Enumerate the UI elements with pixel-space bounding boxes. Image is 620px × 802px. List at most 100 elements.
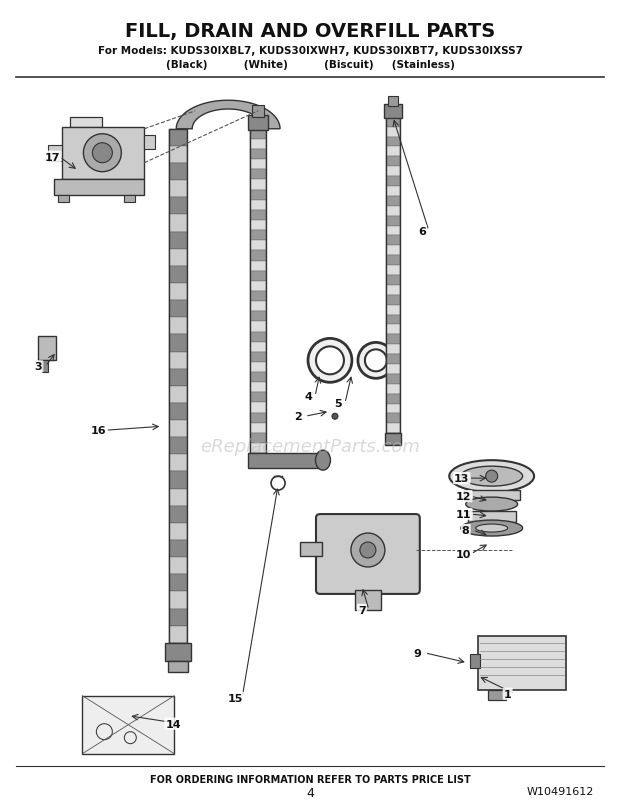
Circle shape xyxy=(92,144,112,164)
Bar xyxy=(168,661,188,672)
Polygon shape xyxy=(169,472,187,489)
Circle shape xyxy=(84,135,122,172)
Text: 17: 17 xyxy=(45,152,60,163)
Polygon shape xyxy=(386,148,400,157)
Polygon shape xyxy=(169,318,187,335)
Bar xyxy=(43,361,48,373)
Polygon shape xyxy=(169,198,187,215)
Polygon shape xyxy=(386,118,400,128)
Ellipse shape xyxy=(466,497,518,512)
Polygon shape xyxy=(250,160,266,170)
Polygon shape xyxy=(250,231,266,241)
Polygon shape xyxy=(250,221,266,231)
Polygon shape xyxy=(250,332,266,342)
Polygon shape xyxy=(386,256,400,265)
Circle shape xyxy=(332,414,338,419)
Polygon shape xyxy=(250,211,266,221)
Polygon shape xyxy=(250,170,266,180)
Text: 9: 9 xyxy=(414,648,422,658)
Circle shape xyxy=(360,542,376,558)
Polygon shape xyxy=(176,101,280,130)
Bar xyxy=(48,145,63,161)
Text: 5: 5 xyxy=(334,399,342,409)
Text: (Black)          (White)          (Biscuit)     (Stainless): (Black) (White) (Biscuit) (Stainless) xyxy=(166,60,454,70)
Polygon shape xyxy=(250,261,266,271)
Bar xyxy=(384,105,402,119)
Polygon shape xyxy=(386,375,400,384)
Polygon shape xyxy=(169,266,187,284)
Polygon shape xyxy=(386,286,400,295)
Bar xyxy=(38,337,56,361)
Bar xyxy=(470,654,480,668)
Polygon shape xyxy=(386,335,400,345)
Polygon shape xyxy=(169,147,187,164)
Polygon shape xyxy=(386,306,400,315)
Bar xyxy=(58,196,69,202)
Circle shape xyxy=(308,339,352,383)
Polygon shape xyxy=(169,489,187,506)
Polygon shape xyxy=(169,130,187,147)
Text: 4: 4 xyxy=(304,392,312,402)
Polygon shape xyxy=(169,335,187,352)
Polygon shape xyxy=(386,365,400,375)
Polygon shape xyxy=(169,352,187,369)
Text: 14: 14 xyxy=(166,719,181,729)
Text: 4: 4 xyxy=(306,786,314,799)
Text: 12: 12 xyxy=(456,492,471,501)
Ellipse shape xyxy=(461,467,523,487)
Polygon shape xyxy=(250,373,266,383)
Polygon shape xyxy=(250,363,266,373)
Text: 11: 11 xyxy=(456,509,471,520)
Polygon shape xyxy=(386,137,400,148)
Polygon shape xyxy=(386,167,400,177)
Polygon shape xyxy=(169,626,187,643)
Bar xyxy=(248,454,323,468)
Polygon shape xyxy=(250,282,266,292)
Text: 13: 13 xyxy=(454,473,469,484)
Polygon shape xyxy=(169,369,187,387)
Circle shape xyxy=(351,533,385,567)
Polygon shape xyxy=(386,236,400,246)
Polygon shape xyxy=(169,420,187,438)
Polygon shape xyxy=(386,394,400,404)
Polygon shape xyxy=(169,403,187,420)
Polygon shape xyxy=(250,423,266,433)
FancyBboxPatch shape xyxy=(316,514,420,594)
Polygon shape xyxy=(169,541,187,557)
Text: 3: 3 xyxy=(35,362,42,372)
Text: 1: 1 xyxy=(504,689,511,699)
Ellipse shape xyxy=(476,525,508,533)
Text: eReplacementParts.com: eReplacementParts.com xyxy=(200,438,420,456)
Polygon shape xyxy=(386,295,400,306)
Polygon shape xyxy=(250,403,266,413)
Bar xyxy=(488,690,506,700)
Polygon shape xyxy=(250,383,266,393)
Text: W10491612: W10491612 xyxy=(527,786,595,796)
Polygon shape xyxy=(386,217,400,226)
Polygon shape xyxy=(250,190,266,200)
Ellipse shape xyxy=(450,460,534,492)
Polygon shape xyxy=(169,301,187,318)
Polygon shape xyxy=(386,345,400,354)
Polygon shape xyxy=(386,226,400,236)
Polygon shape xyxy=(386,423,400,434)
Circle shape xyxy=(365,350,387,372)
Bar xyxy=(144,136,155,149)
Text: 7: 7 xyxy=(358,606,366,615)
Polygon shape xyxy=(169,438,187,455)
Polygon shape xyxy=(169,455,187,472)
Polygon shape xyxy=(386,207,400,217)
Text: 10: 10 xyxy=(456,549,471,559)
Polygon shape xyxy=(250,393,266,403)
Circle shape xyxy=(485,471,498,483)
Polygon shape xyxy=(169,592,187,609)
Polygon shape xyxy=(386,157,400,167)
Polygon shape xyxy=(169,233,187,249)
Polygon shape xyxy=(250,444,266,454)
Polygon shape xyxy=(250,180,266,190)
Text: FOR ORDERING INFORMATION REFER TO PARTS PRICE LIST: FOR ORDERING INFORMATION REFER TO PARTS … xyxy=(149,774,471,784)
Polygon shape xyxy=(250,342,266,352)
Polygon shape xyxy=(250,312,266,322)
Polygon shape xyxy=(169,523,187,541)
Polygon shape xyxy=(386,325,400,335)
